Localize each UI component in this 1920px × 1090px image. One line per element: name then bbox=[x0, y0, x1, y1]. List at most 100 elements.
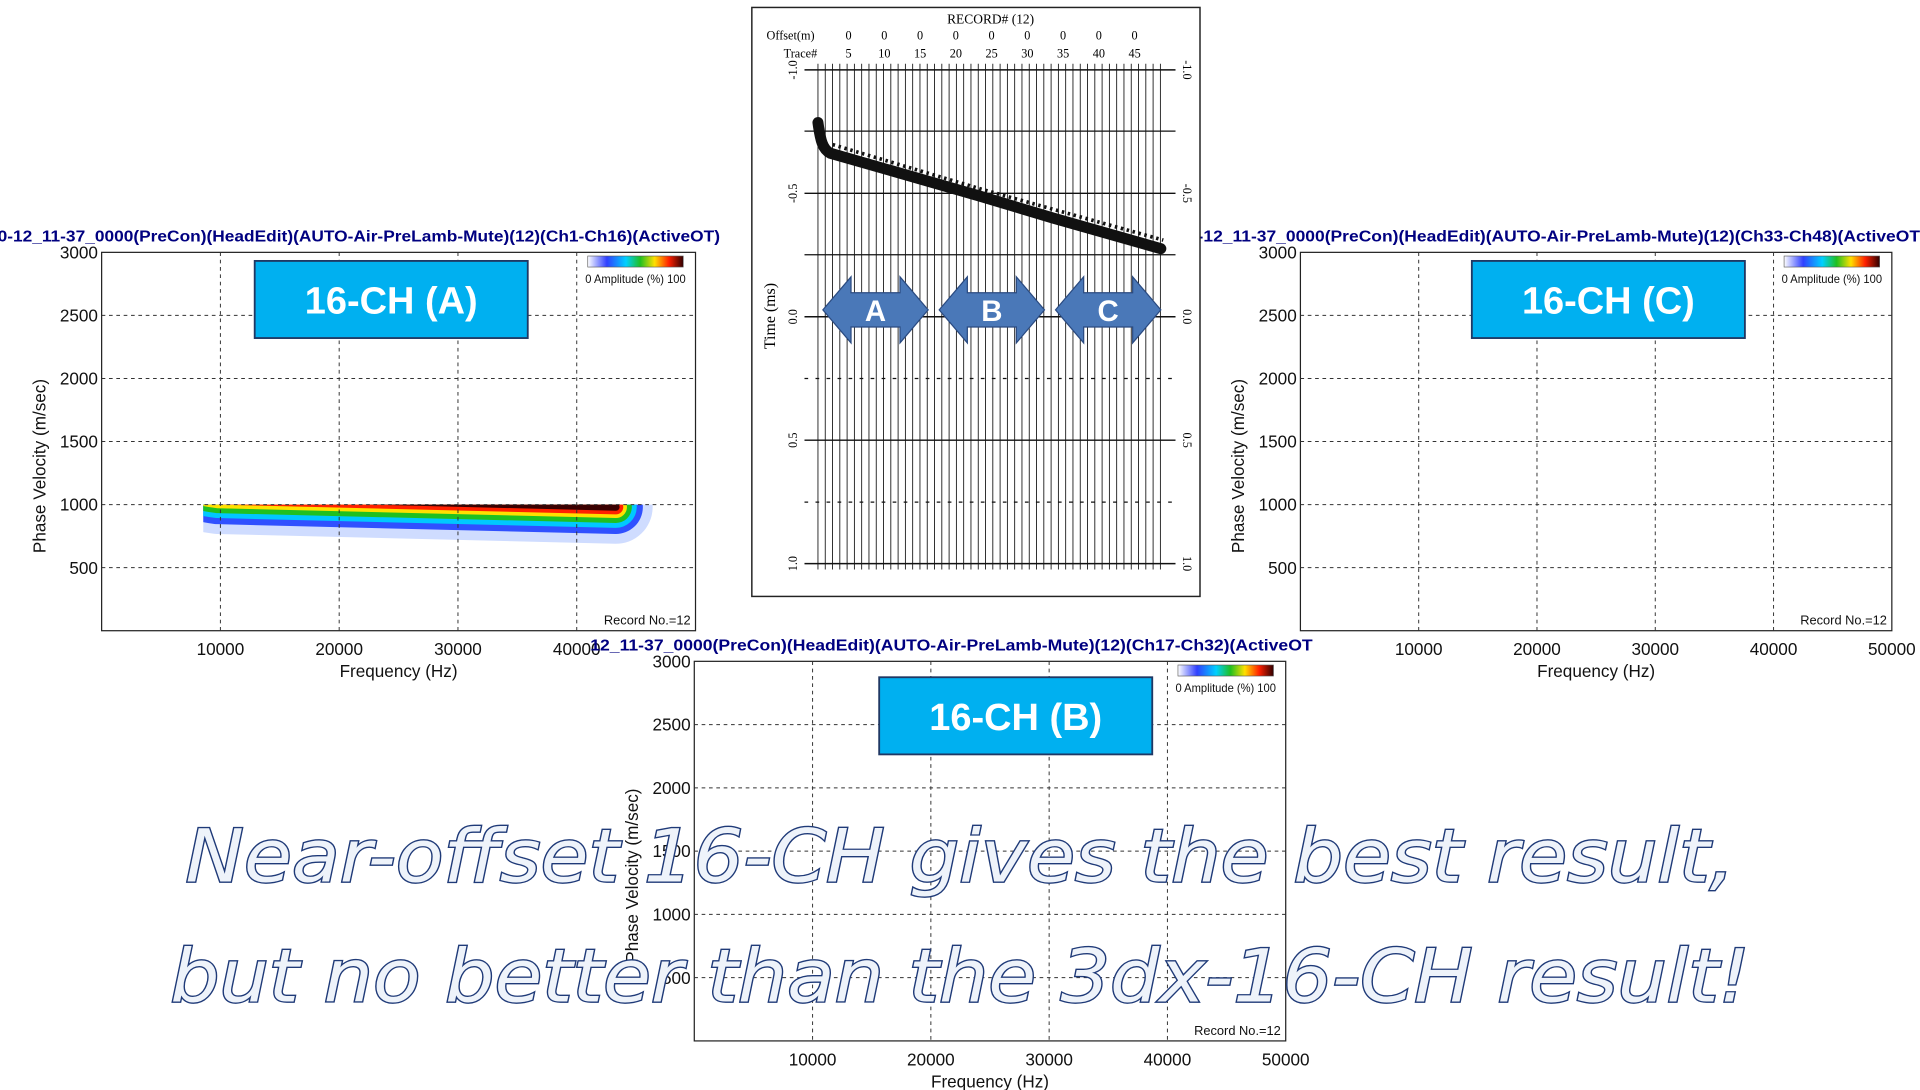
offset-value: 0 bbox=[917, 28, 923, 42]
y-tick-label: 1000 bbox=[1259, 495, 1297, 515]
y-tick-label: 500 bbox=[1268, 558, 1297, 578]
label-box bbox=[253, 260, 529, 339]
legend-colorbar bbox=[1783, 255, 1880, 268]
record-number: Record No.=12 bbox=[1800, 613, 1887, 628]
time-tick-label: 0.5 bbox=[786, 433, 800, 448]
y-tick-label: 1000 bbox=[653, 905, 691, 925]
dispersion-panel: 3000 2500 2000 1500 1000 500 10000 20000 30000 40… bbox=[0, 228, 720, 681]
x-tick-label: 40000 bbox=[553, 639, 601, 659]
y-tick-label: 2500 bbox=[1259, 306, 1297, 326]
seismic-record: RECORD# (12) Offset(m) Trace# 0 0 0 0 0 0 0 0 0 5 10 1… bbox=[751, 6, 1201, 598]
offset-value: 0 bbox=[881, 28, 887, 42]
y-tick-label: 3000 bbox=[653, 651, 691, 671]
panel-title: 0-12_11-37_0000(PreCon)(HeadEdit)(AUTO-A… bbox=[0, 228, 720, 245]
offset-value: 0 bbox=[1096, 28, 1102, 42]
trace-number: 35 bbox=[1057, 47, 1069, 61]
record-title: RECORD# (12) bbox=[947, 11, 1034, 26]
offset-value: 0 bbox=[989, 28, 995, 42]
first-arrival bbox=[812, 117, 1167, 255]
x-tick-label: 20000 bbox=[907, 1049, 955, 1069]
y-tick-label: 3000 bbox=[1259, 242, 1297, 262]
arrow-label: B bbox=[981, 295, 1002, 328]
x-tick-label: 30000 bbox=[434, 639, 482, 659]
record-number: Record No.=12 bbox=[1194, 1023, 1281, 1038]
time-tick-label: 1.0 bbox=[786, 556, 800, 571]
time-tick-label: -0.5 bbox=[786, 184, 800, 203]
offset-label: Offset(m) bbox=[767, 28, 815, 42]
legend-colorbar bbox=[1177, 664, 1274, 677]
legend-label: 0 Amplitude (%) 100 bbox=[585, 272, 686, 286]
label-box bbox=[878, 676, 1154, 756]
x-axis-label: Frequency (Hz) bbox=[931, 1071, 1049, 1090]
x-tick-label: 40000 bbox=[1144, 1049, 1192, 1069]
x-axis-label: Frequency (Hz) bbox=[1537, 661, 1655, 681]
trace-number: 10 bbox=[878, 47, 890, 61]
double-arrow bbox=[1054, 275, 1162, 345]
legend-colorbar bbox=[587, 255, 684, 268]
x-tick-label: 40000 bbox=[1750, 639, 1798, 659]
y-tick-label: 2000 bbox=[1259, 369, 1297, 389]
y-axis-label: Phase Velocity (m/sec) bbox=[622, 789, 642, 963]
x-tick-label: 10000 bbox=[789, 1049, 837, 1069]
y-tick-label: 500 bbox=[662, 968, 691, 988]
label-text: 16-CH (B) bbox=[929, 697, 1102, 739]
time-tick-label: 1.0 bbox=[1180, 556, 1194, 571]
legend-label: 0 Amplitude (%) 100 bbox=[1782, 272, 1883, 286]
offset-value: 0 bbox=[1132, 28, 1138, 42]
x-tick-label: 10000 bbox=[197, 639, 245, 659]
x-tick-label: 30000 bbox=[1025, 1049, 1073, 1069]
time-tick-label: 0.0 bbox=[1180, 309, 1194, 324]
trace-number: 40 bbox=[1093, 47, 1105, 61]
time-axis-label: Time (ms) bbox=[762, 283, 779, 349]
x-tick-label: 20000 bbox=[1513, 639, 1561, 659]
y-tick-label: 2500 bbox=[60, 306, 98, 326]
y-tick-label: 1500 bbox=[653, 841, 691, 861]
dispersion-panel: 3000 2500 2000 1500 1000 500 10000 20000 30000 40… bbox=[1198, 228, 1920, 681]
y-tick-label: 500 bbox=[69, 558, 98, 578]
y-tick-label: 3000 bbox=[60, 242, 98, 262]
y-tick-label: 1000 bbox=[60, 495, 98, 515]
first-arrival bbox=[832, 142, 1164, 242]
time-tick-label: 0.0 bbox=[786, 309, 800, 324]
offset-value: 0 bbox=[1024, 28, 1030, 42]
double-arrow bbox=[822, 275, 929, 345]
arrow-label: C bbox=[1098, 295, 1119, 328]
time-tick-label: 0.5 bbox=[1180, 433, 1194, 448]
trace-number: 25 bbox=[985, 47, 997, 61]
x-tick-label: 50000 bbox=[1868, 639, 1916, 659]
offset-value: 0 bbox=[1060, 28, 1066, 42]
offset-value: 0 bbox=[846, 28, 852, 42]
y-tick-label: 2000 bbox=[60, 369, 98, 389]
caption-line: but no better than the 3dx-16-CH result! bbox=[170, 935, 1750, 1020]
x-tick-label: 10000 bbox=[1395, 639, 1443, 659]
trace-label: Trace# bbox=[784, 47, 818, 61]
double-arrow bbox=[938, 275, 1046, 345]
time-tick-label: -0.5 bbox=[1180, 184, 1194, 203]
x-tick-label: 50000 bbox=[1262, 1049, 1310, 1069]
panel-title: -12_11-37_0000(PreCon)(HeadEdit)(AUTO-Ai… bbox=[1198, 228, 1920, 245]
time-tick-label: -1.0 bbox=[786, 60, 800, 79]
label-text: 16-CH (C) bbox=[1522, 281, 1695, 323]
x-axis-label: Frequency (Hz) bbox=[340, 661, 458, 681]
x-tick-label: 20000 bbox=[315, 639, 363, 659]
y-tick-label: 2000 bbox=[653, 778, 691, 798]
y-axis-label: Phase Velocity (m/sec) bbox=[29, 379, 49, 553]
trace-number: 15 bbox=[914, 47, 926, 61]
legend-label: 0 Amplitude (%) 100 bbox=[1176, 681, 1277, 695]
dispersion-panel: 3000 2500 2000 1500 1000 500 10000 20000 30000 40… bbox=[590, 637, 1313, 1090]
record-number: Record No.=12 bbox=[604, 613, 691, 628]
trace-number: 5 bbox=[846, 47, 852, 61]
arrow-label: A bbox=[865, 295, 886, 328]
label-box bbox=[1470, 260, 1746, 339]
y-tick-label: 1500 bbox=[60, 432, 98, 452]
y-axis-label: Phase Velocity (m/sec) bbox=[1228, 379, 1248, 553]
x-tick-label: 30000 bbox=[1631, 639, 1679, 659]
time-tick-label: -1.0 bbox=[1180, 60, 1194, 79]
trace-number: 20 bbox=[950, 47, 962, 61]
y-tick-label: 1500 bbox=[1259, 432, 1297, 452]
caption-line: Near-offset 16-CH gives the best result, bbox=[186, 815, 1735, 900]
trace-number: 45 bbox=[1128, 47, 1140, 61]
label-text: 16-CH (A) bbox=[305, 281, 478, 323]
